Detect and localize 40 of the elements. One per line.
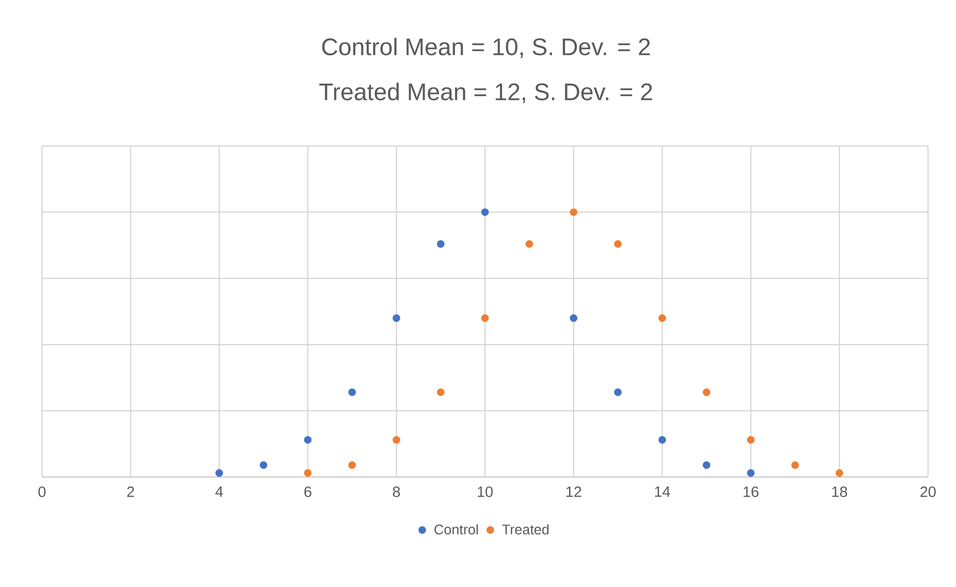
x-tick-label: 16 bbox=[744, 486, 758, 498]
legend-label: Treated bbox=[502, 524, 549, 534]
x-tick-label: 10 bbox=[478, 486, 493, 498]
point bbox=[481, 208, 489, 216]
x-tick-label: 4 bbox=[215, 486, 223, 497]
point bbox=[392, 314, 400, 322]
point bbox=[614, 388, 622, 396]
point bbox=[702, 461, 710, 469]
point bbox=[436, 240, 445, 248]
x-tick-label: 2 bbox=[127, 486, 134, 497]
x-tick-label: 18 bbox=[832, 486, 848, 498]
point bbox=[436, 388, 445, 396]
point bbox=[747, 436, 755, 444]
legend-label: Control bbox=[434, 524, 478, 534]
chart-subtitle: Treated Mean = 12, S. Dev. = 2 bbox=[319, 82, 652, 104]
point bbox=[702, 388, 710, 396]
point bbox=[658, 314, 666, 322]
point bbox=[215, 469, 224, 477]
point bbox=[481, 314, 489, 322]
point bbox=[791, 461, 799, 469]
point bbox=[747, 469, 755, 477]
point bbox=[658, 436, 666, 444]
x-tick-label: 6 bbox=[304, 486, 312, 498]
chart-title: Control Mean = 10, S. Dev. = 2 bbox=[322, 38, 650, 58]
point bbox=[570, 314, 578, 322]
x-tick-label: 20 bbox=[920, 486, 936, 498]
point bbox=[304, 436, 312, 444]
point bbox=[614, 240, 622, 248]
x-tick-label: 8 bbox=[392, 486, 400, 498]
point bbox=[304, 469, 312, 477]
x-tick-label: 12 bbox=[566, 486, 582, 497]
point bbox=[836, 469, 844, 477]
point bbox=[570, 208, 578, 216]
point bbox=[526, 240, 534, 248]
x-tick-label: 0 bbox=[38, 486, 46, 498]
point bbox=[348, 461, 356, 469]
point bbox=[392, 436, 400, 444]
point bbox=[348, 388, 356, 396]
point bbox=[260, 461, 268, 469]
x-tick-label: 14 bbox=[655, 486, 670, 497]
